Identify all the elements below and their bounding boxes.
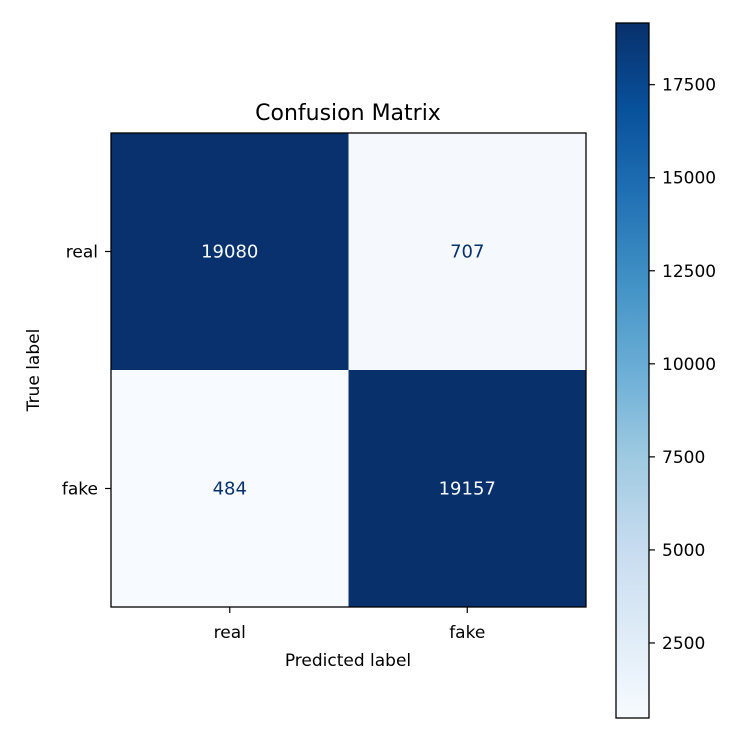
matrix-cell-value: 19080 bbox=[201, 242, 258, 263]
x-axis-ticks: real fake bbox=[214, 607, 485, 643]
matrix-cell-labels: 19080 707 484 19157 bbox=[201, 242, 496, 500]
matrix-cell-value: 484 bbox=[213, 479, 247, 500]
colorbar-tick-label: 2500 bbox=[662, 634, 705, 654]
colorbar-ticks: 2500 5000 7500 10000 12500 15000 17500 bbox=[649, 76, 716, 654]
chart-title: Confusion Matrix bbox=[255, 101, 441, 126]
colorbar-tick-label: 15000 bbox=[662, 169, 716, 189]
x-tick-label: fake bbox=[449, 623, 485, 643]
colorbar bbox=[615, 22, 650, 719]
x-tick-label: real bbox=[214, 623, 246, 643]
colorbar-tick-label: 12500 bbox=[662, 262, 716, 282]
colorbar-tick-label: 17500 bbox=[662, 76, 716, 96]
matrix-cell bbox=[111, 370, 349, 607]
matrix-cell-value: 707 bbox=[450, 242, 484, 263]
plot-frame bbox=[110, 132, 587, 608]
matrix-cell bbox=[348, 370, 586, 607]
y-tick-label: fake bbox=[62, 480, 98, 500]
colorbar-tick-label: 5000 bbox=[662, 541, 705, 561]
matrix-cell bbox=[111, 133, 349, 370]
matrix-cells bbox=[111, 133, 586, 607]
x-axis-label: Predicted label bbox=[285, 651, 411, 671]
colorbar-tick-label: 10000 bbox=[662, 355, 716, 375]
matrix-cell-value: 19157 bbox=[439, 479, 496, 500]
matrix-cell bbox=[348, 133, 586, 370]
y-tick-label: real bbox=[66, 243, 98, 263]
y-axis-label: True label bbox=[24, 329, 44, 413]
y-axis-ticks: real fake bbox=[62, 243, 111, 500]
colorbar-tick-label: 7500 bbox=[662, 448, 705, 468]
